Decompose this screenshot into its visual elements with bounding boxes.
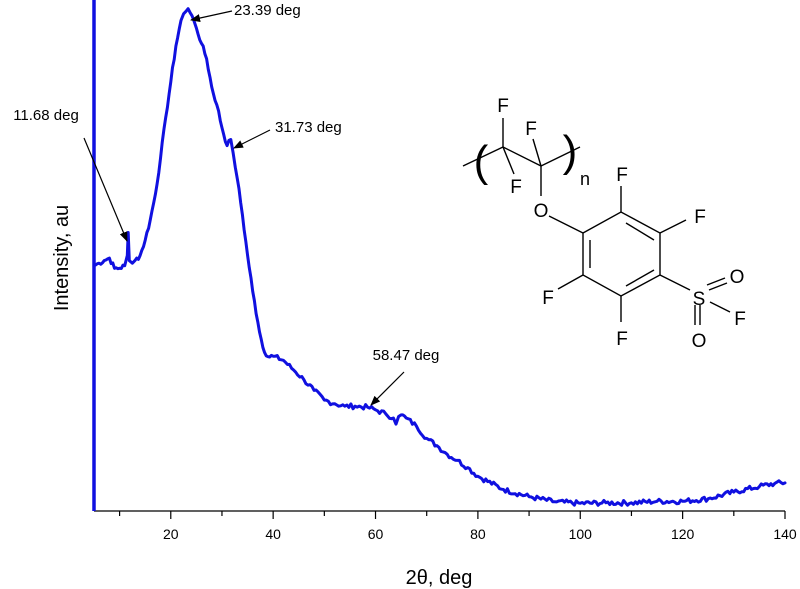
annotation-11-68: 11.68 deg [13, 107, 128, 242]
x-tick-label: 40 [265, 526, 281, 542]
annotation-58-47: 58.47 deg [370, 347, 440, 406]
x-tick-label: 100 [569, 526, 593, 542]
atom-f-6: F [542, 288, 554, 309]
annotation-31-73: 31.73 deg [233, 119, 342, 149]
annotation-arrow [370, 371, 405, 406]
atom-o-3: O [692, 331, 707, 352]
y-axis-label: Intensity, au [51, 205, 73, 311]
atom-f-8: F [734, 309, 746, 330]
atom-f-7: F [616, 329, 628, 350]
atom-f-3: F [510, 177, 522, 198]
x-tick-label: 120 [671, 526, 695, 542]
annotation-arrow [83, 137, 128, 242]
repeat-subscript: n [580, 169, 590, 189]
x-axis-label: 2θ, deg [406, 567, 473, 589]
atom-f-5: F [694, 207, 706, 228]
annotation-label: 11.68 deg [13, 107, 79, 124]
x-tick-label: 140 [773, 526, 797, 542]
x-tick-label: 80 [470, 526, 486, 542]
atom-o-1: O [534, 201, 549, 222]
chemical-structure [462, 118, 731, 325]
x-axis-ticks: 20 40 60 80 100 120 140 [118, 511, 797, 542]
atom-f-4: F [616, 165, 628, 186]
annotation-label: 23.39 deg [234, 2, 301, 19]
structure-labels: F F F O F F F F S O O F ( ) n [474, 96, 746, 352]
x-tick-label: 20 [163, 526, 179, 542]
series-line-intensity [92, 7, 787, 507]
x-tick-label: 60 [368, 526, 384, 542]
close-parenthesis: ) [563, 127, 578, 176]
atom-o-2: O [730, 267, 745, 288]
atom-f-2: F [525, 119, 537, 140]
atom-f-1: F [497, 96, 509, 117]
annotation-arrow [190, 10, 233, 22]
annotation-label: 58.47 deg [373, 347, 440, 364]
annotation-label: 31.73 deg [275, 119, 342, 136]
annotation-23-39: 23.39 deg [190, 2, 301, 22]
open-parenthesis: ( [474, 137, 489, 186]
atom-s-1: S [693, 289, 706, 310]
annotation-arrow [233, 129, 271, 149]
